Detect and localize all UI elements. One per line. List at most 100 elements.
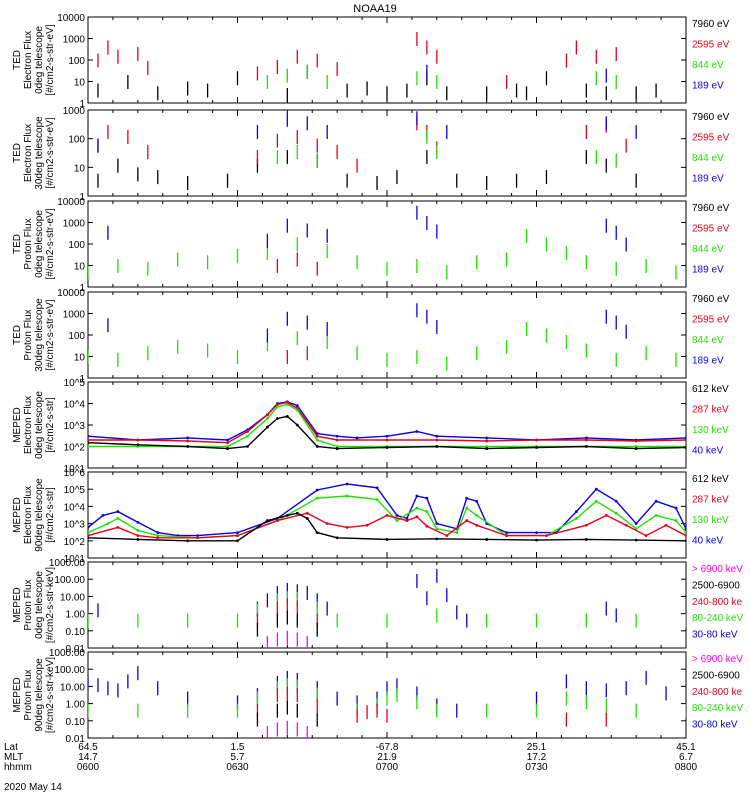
data-point xyxy=(604,513,608,517)
data-point xyxy=(485,447,489,450)
y-tick-label: 10000 xyxy=(57,288,85,299)
footer-tick-label: 0700 xyxy=(376,762,399,773)
data-point xyxy=(614,499,618,503)
data-point xyxy=(425,524,429,528)
data-point xyxy=(654,513,658,517)
y-axis-label-line: TED xyxy=(12,325,23,345)
data-point xyxy=(335,438,339,442)
data-point xyxy=(475,513,479,517)
y-axis-label-line: MEPED xyxy=(12,407,23,443)
legend-entry: 7960 eV xyxy=(692,19,730,30)
series-line xyxy=(88,401,686,444)
legend-entry: 7960 eV xyxy=(692,294,730,305)
panel-data xyxy=(88,205,677,280)
y-tick-label: 10.00 xyxy=(60,682,85,693)
data-point xyxy=(226,445,229,448)
data-point xyxy=(445,534,449,538)
data-point xyxy=(584,436,588,440)
legend-entry: 240-800 ke xyxy=(692,597,742,608)
data-point xyxy=(435,445,439,448)
y-tick-label: 0.01 xyxy=(66,644,86,655)
y-tick-label: 1 xyxy=(79,192,85,203)
data-point xyxy=(684,539,686,543)
y-tick-label: 1 xyxy=(79,283,85,294)
data-point xyxy=(275,405,279,409)
data-point xyxy=(395,519,399,522)
data-point xyxy=(116,526,120,529)
data-point xyxy=(574,510,578,513)
data-point xyxy=(485,436,489,440)
legend-entry: 844 eV xyxy=(692,244,724,255)
panel-frame xyxy=(87,561,687,649)
legend-entry: 612 keV xyxy=(692,384,729,395)
footer-tick-label: 1.5 xyxy=(231,742,245,753)
data-point xyxy=(335,434,339,438)
data-point xyxy=(485,439,489,443)
data-point xyxy=(236,539,239,543)
data-point xyxy=(196,534,200,538)
y-tick-label: 10^1 xyxy=(64,464,86,475)
data-point xyxy=(275,403,279,406)
y-tick-label: 0.10 xyxy=(66,627,86,638)
data-point xyxy=(88,445,90,448)
data-point xyxy=(425,496,429,500)
data-point xyxy=(355,436,359,440)
data-point xyxy=(644,534,648,538)
series-line xyxy=(88,403,686,448)
data-point xyxy=(275,417,279,420)
data-point xyxy=(684,531,686,534)
panel-4: 10000 1000 100 10 1 TEDProton Flux30deg teles… xyxy=(12,288,730,385)
data-point xyxy=(455,531,459,534)
data-point xyxy=(584,445,588,448)
data-point xyxy=(285,415,289,418)
data-point xyxy=(535,438,538,442)
data-point xyxy=(505,534,508,538)
y-tick-label: 10^2 xyxy=(64,537,86,548)
y-tick-label: 1000 xyxy=(63,35,86,46)
data-point xyxy=(415,506,419,510)
legend-entry: 40 keV xyxy=(692,446,723,457)
legend-entry: 80-240 keV xyxy=(692,613,743,624)
y-tick-label: 10^5 xyxy=(64,485,86,496)
data-point xyxy=(475,523,479,527)
panel-1: 10000 1000 100 10 1 TEDElectron Flux0deg tele… xyxy=(12,13,730,110)
legend-entry: 7960 eV xyxy=(692,112,730,123)
data-point xyxy=(674,506,678,510)
legend-entry: > 6900 keV xyxy=(692,654,743,665)
data-point xyxy=(664,523,668,527)
data-point xyxy=(435,434,439,438)
data-point xyxy=(88,536,90,540)
y-axis-label-line: 30deg telescope xyxy=(34,298,45,372)
y-tick-label: 10^4 xyxy=(64,400,86,411)
data-point xyxy=(295,408,299,412)
panel-data xyxy=(88,568,686,648)
legend-entry: 2500-6900 xyxy=(692,670,740,681)
data-point xyxy=(226,441,229,445)
y-axis-label: MEPEDProton Flux90deg telescope[#/cm2-s-… xyxy=(12,657,56,733)
data-point xyxy=(315,531,319,534)
panel-2: 1000 100 10 1 TEDElectron Flux30deg telescop… xyxy=(12,106,730,203)
data-point xyxy=(684,446,686,449)
data-point xyxy=(295,423,299,427)
data-point xyxy=(315,438,319,442)
data-point xyxy=(614,511,618,515)
panel-data xyxy=(88,482,686,543)
data-point xyxy=(594,499,598,503)
data-point xyxy=(634,447,638,450)
data-point xyxy=(136,529,140,532)
data-point xyxy=(435,522,439,525)
y-axis-label-line: 90deg telescope xyxy=(34,478,45,552)
legend-entry: 130 keV xyxy=(692,515,729,526)
data-point xyxy=(415,430,419,433)
y-tick-label: 100 xyxy=(68,135,85,146)
y-axis-label-line: [#/cm2-s-str-eV] xyxy=(45,117,56,188)
data-point xyxy=(385,538,389,541)
data-point xyxy=(345,494,349,498)
data-point xyxy=(295,511,299,515)
footer-tick-label: 21.9 xyxy=(377,752,397,763)
panel-6: 10^6 10^5 10^4 10^3 10^2 10^1 MEPEDElectron Fl… xyxy=(12,468,729,565)
data-point xyxy=(505,531,508,534)
